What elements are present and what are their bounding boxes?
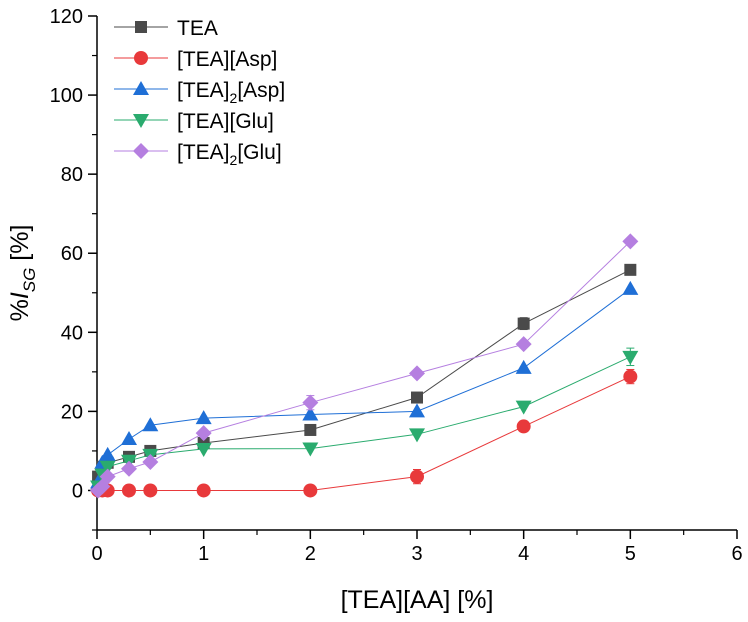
data-point — [121, 431, 137, 446]
legend-swatch-marker — [135, 21, 147, 33]
series-layer — [90, 233, 639, 499]
x-tick-label: 1 — [198, 543, 209, 565]
data-point — [142, 453, 159, 470]
data-point — [515, 336, 532, 353]
x-axis-title: [TEA][AA] [%] — [341, 586, 494, 614]
data-point — [515, 359, 532, 374]
legend-label-subscript: 2 — [230, 152, 238, 168]
data-point — [517, 317, 530, 330]
x-tick-label: 6 — [731, 543, 742, 565]
data-point — [303, 483, 318, 498]
y-tick-label: 60 — [61, 243, 83, 265]
y-axis-title: %ISG [%] — [6, 225, 39, 322]
data-point — [411, 391, 423, 404]
data-point — [623, 369, 638, 384]
legend-swatch-marker — [133, 114, 149, 128]
legend-item: [TEA]2[Glu] — [114, 141, 282, 168]
data-point — [99, 446, 116, 461]
legend-label-subscript: 2 — [230, 90, 238, 106]
legend-label-part: [Glu] — [237, 141, 281, 164]
x-axis: 0 1 2 3 4 5 6 — [91, 530, 743, 565]
data-point — [409, 403, 425, 418]
legend-label: [TEA]2[Glu] — [177, 141, 282, 168]
y-title-subscript: SG — [20, 268, 39, 293]
x-tick-label: 2 — [305, 543, 316, 565]
data-point — [409, 365, 425, 382]
x-tick-label: 3 — [411, 543, 422, 565]
series-2 — [90, 280, 639, 489]
data-point — [195, 425, 212, 442]
x-tick-label: 5 — [625, 543, 636, 565]
legend-item: [TEA]2[Asp] — [114, 79, 285, 106]
data-point — [143, 483, 158, 498]
data-point — [99, 468, 116, 485]
data-point — [196, 483, 211, 498]
y-tick-label: 20 — [61, 401, 83, 423]
legend-label: [TEA]2[Asp] — [177, 79, 285, 106]
legend-item: [TEA][Asp] — [114, 48, 277, 71]
x-tick-label: 4 — [518, 543, 529, 565]
series-line — [97, 269, 631, 477]
data-point — [304, 423, 317, 436]
data-point — [302, 442, 319, 457]
y-tick-label: 0 — [72, 480, 83, 502]
y-tick-label: 80 — [61, 164, 83, 186]
series-3 — [90, 347, 639, 495]
data-point — [410, 469, 424, 484]
data-point — [142, 417, 159, 432]
y-title-prefix: % — [6, 299, 34, 321]
y-tick-label: 120 — [50, 6, 83, 28]
y-title-italic: I — [6, 292, 34, 299]
data-point — [515, 400, 532, 415]
data-point — [99, 460, 116, 475]
legend-label-part: [TEA] — [177, 141, 230, 164]
data-point — [302, 406, 319, 421]
legend-label: [TEA][Asp] — [177, 48, 277, 71]
legend: TEA[TEA][Asp][TEA]2[Asp][TEA][Glu][TEA]2… — [114, 17, 285, 168]
y-axis: 0 20 40 60 80 100 120 — [50, 6, 97, 531]
legend-swatch-marker — [134, 51, 148, 65]
data-point — [302, 394, 319, 411]
data-point — [122, 483, 136, 498]
series-4 — [90, 233, 639, 499]
y-tick-label: 100 — [50, 85, 83, 107]
data-point — [121, 460, 137, 477]
legend-label: [TEA][Glu] — [177, 110, 274, 133]
y-tick-label: 40 — [61, 322, 83, 344]
data-point — [622, 350, 639, 365]
legend-swatch-marker — [133, 81, 149, 95]
data-point — [195, 410, 212, 425]
y-title-suffix: [%] — [6, 225, 34, 268]
series-line — [97, 241, 631, 491]
data-point — [624, 263, 637, 276]
data-point — [622, 280, 639, 295]
legend-label-part: [Asp] — [237, 79, 285, 102]
legend-swatch-marker — [133, 143, 149, 159]
legend-item: TEA — [114, 17, 218, 40]
legend-item: [TEA][Glu] — [114, 110, 274, 133]
data-point — [622, 233, 639, 250]
x-tick-label: 0 — [91, 543, 102, 565]
data-point — [409, 428, 425, 443]
data-point — [195, 442, 212, 457]
legend-label: TEA — [177, 17, 218, 40]
series-1 — [91, 368, 638, 498]
legend-label-part: [TEA] — [177, 79, 230, 102]
data-point — [516, 419, 531, 434]
